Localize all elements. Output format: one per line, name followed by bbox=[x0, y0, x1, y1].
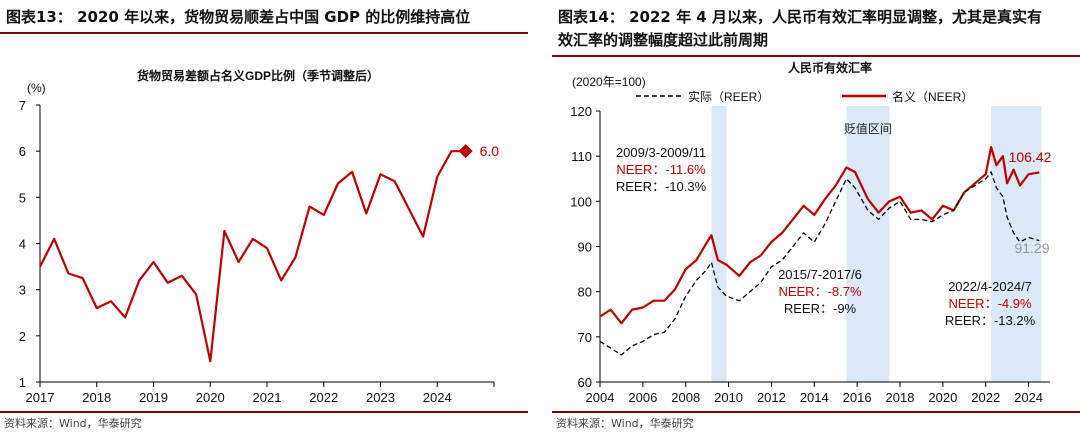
y-tick-label: 80 bbox=[578, 285, 592, 300]
figure-14-title-line2: 效汇率的调整幅度超过此前周期 bbox=[558, 31, 769, 49]
y-tick-label: 110 bbox=[571, 149, 592, 164]
x-tick-label: 2014 bbox=[800, 390, 829, 405]
reer-end-label: 91.29 bbox=[1014, 240, 1049, 256]
shaded-period-band bbox=[846, 106, 890, 382]
x-tick-label: 2024 bbox=[423, 390, 452, 405]
series-lines: 106.42 91.29 bbox=[599, 146, 1052, 356]
chart-title: 货物贸易差额占名义GDP比例（季节调整后） bbox=[137, 68, 379, 83]
annotations: 2009/3-2009/11 NEER：-11.6% REER：-10.3% 2015… bbox=[616, 145, 1036, 328]
annotation-neer-change: NEER：-11.6% bbox=[616, 162, 706, 177]
shaded-period-label: 贬值区间 bbox=[844, 121, 892, 136]
x-tick-label: 2017 bbox=[26, 390, 55, 405]
x-tick-label: 2021 bbox=[253, 390, 282, 405]
figure-13-title-rule bbox=[0, 32, 528, 34]
shaded-periods: 贬值区间 bbox=[711, 106, 1042, 382]
annotation-period: 2015/7-2017/6 bbox=[778, 267, 862, 282]
y-tick-label: 90 bbox=[578, 240, 592, 255]
x-tick-label: 2012 bbox=[757, 390, 786, 405]
figure-13-title: 图表13： 2020 年以来，货物贸易顺差占中国 GDP 的比例维持高位 bbox=[6, 8, 471, 26]
x-tick-label: 2022 bbox=[971, 390, 1000, 405]
y-tick-label: 70 bbox=[578, 330, 592, 345]
x-tick-label: 2004 bbox=[586, 390, 615, 405]
axes: 1 2 3 4 5 6 7 2017 2018 2019 2020 2021 2022 2023 2024 bbox=[19, 98, 495, 405]
annotation-reer-change: REER：-13.2% bbox=[945, 313, 1036, 328]
y-tick-label: 4 bbox=[19, 237, 26, 252]
x-tick-label: 2024 bbox=[1014, 390, 1043, 405]
figure-14-title-line1: 图表14： 2022 年 4 月以来，人民币有效汇率明显调整，尤其是真实有 bbox=[558, 8, 1042, 26]
x-tick-label: 2023 bbox=[366, 390, 395, 405]
annotation-reer-change: REER：-9% bbox=[784, 301, 857, 316]
y-tick-label: 120 bbox=[570, 104, 592, 119]
legend-neer-label: 名义（NEER） bbox=[892, 89, 973, 104]
series-lines: 6.0 bbox=[39, 143, 500, 363]
shaded-period-band bbox=[991, 106, 1042, 382]
neer-end-label: 106.42 bbox=[1009, 149, 1052, 165]
rmb-effective-exchange-rate-chart: 贬值区间 人民币有效汇率 (2020年=100) 实际（REER） 名义（NEER… bbox=[570, 60, 1052, 405]
x-tick-label: 2006 bbox=[628, 390, 657, 405]
y-tick-label: 60 bbox=[578, 375, 592, 390]
y-tick-label: 100 bbox=[570, 194, 592, 209]
last-point-label: 6.0 bbox=[480, 143, 500, 159]
x-tick-label: 2019 bbox=[139, 390, 168, 405]
x-tick-label: 2018 bbox=[886, 390, 915, 405]
annotation-reer-change: REER：-10.3% bbox=[616, 179, 707, 194]
shaded-period-band bbox=[711, 106, 727, 382]
figure-13-source: 资料来源：Wind，华泰研究 bbox=[4, 417, 142, 430]
x-tick-label: 2020 bbox=[196, 390, 225, 405]
x-tick-label: 2010 bbox=[714, 390, 743, 405]
last-point-marker bbox=[458, 144, 473, 159]
axes: 60 70 80 90 100 110 120 2004 2006 2008 2010 2012 201… bbox=[570, 104, 1050, 405]
annotation-neer-change: NEER：-4.9% bbox=[948, 296, 1032, 311]
x-tick-label: 2018 bbox=[82, 390, 111, 405]
y-tick-label: 1 bbox=[19, 375, 26, 390]
trade-balance-gdp-chart: 货物贸易差额占名义GDP比例（季节调整后） (%) 1 2 3 4 5 6 7 2017 201… bbox=[19, 68, 500, 405]
annotation-period: 2022/4-2024/7 bbox=[948, 279, 1032, 294]
figure-14-source: 资料来源：Wind，华泰研究 bbox=[556, 417, 694, 430]
neer-line bbox=[599, 146, 1040, 325]
annotation-neer-change: NEER：-8.7% bbox=[778, 284, 862, 299]
figure-14-title: 图表14： 2022 年 4 月以来，人民币有效汇率明显调整，尤其是真实有 效汇… bbox=[558, 6, 1078, 52]
reer-line bbox=[599, 171, 1040, 356]
x-tick-label: 2022 bbox=[309, 390, 338, 405]
legend: 实际（REER） 名义（NEER） bbox=[636, 89, 973, 104]
y-tick-label: 6 bbox=[19, 144, 26, 159]
figure-14-source-rule bbox=[552, 411, 1080, 413]
y-tick-label: 3 bbox=[19, 283, 26, 298]
figure-14-title-rule bbox=[552, 55, 1080, 57]
trade-balance-line bbox=[39, 150, 466, 363]
x-tick-label: 2008 bbox=[671, 390, 700, 405]
figure-14-panel: 图表14： 2022 年 4 月以来，人民币有效汇率明显调整，尤其是真实有 效汇… bbox=[552, 0, 1080, 436]
y-tick-label: 2 bbox=[19, 329, 26, 344]
chart-title: 人民币有效汇率 bbox=[788, 60, 872, 75]
legend-reer-label: 实际（REER） bbox=[688, 89, 769, 104]
figure-13-panel: 图表13： 2020 年以来，货物贸易顺差占中国 GDP 的比例维持高位 货物贸… bbox=[0, 0, 530, 436]
y-tick-label: 5 bbox=[19, 190, 26, 205]
annotation-period: 2009/3-2009/11 bbox=[616, 145, 706, 160]
y-tick-label: 7 bbox=[19, 98, 26, 113]
x-tick-label: 2020 bbox=[928, 390, 957, 405]
figure-13-source-rule bbox=[0, 411, 528, 413]
x-tick-label: 2016 bbox=[843, 390, 872, 405]
y-unit-label: (2020年=100) bbox=[572, 75, 646, 89]
y-unit-label: (%) bbox=[27, 81, 46, 95]
